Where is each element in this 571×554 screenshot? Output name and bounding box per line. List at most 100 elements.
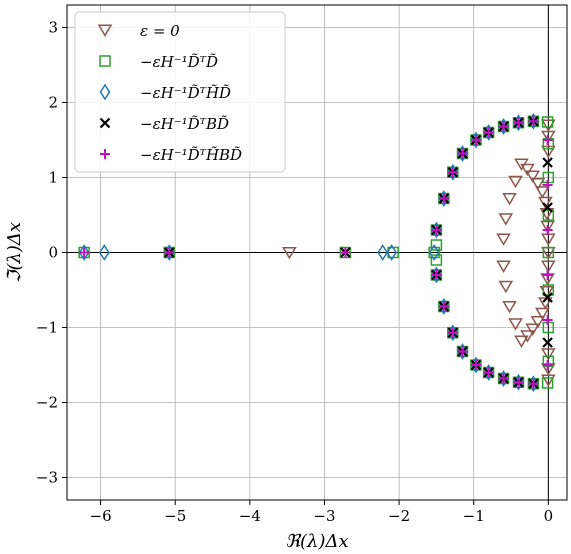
x-tick-label: −6 bbox=[90, 507, 112, 525]
data-point bbox=[542, 284, 555, 296]
data-point bbox=[542, 292, 553, 303]
data-point bbox=[447, 167, 458, 178]
y-tick-label: 1 bbox=[48, 169, 58, 187]
legend-box bbox=[74, 11, 286, 173]
data-point bbox=[530, 177, 546, 191]
data-point bbox=[541, 260, 556, 273]
data-point bbox=[542, 209, 555, 221]
y-axis-label: ℑ(λ)Δx bbox=[4, 222, 25, 283]
data-point bbox=[431, 270, 442, 280]
data-point bbox=[282, 246, 297, 260]
data-point bbox=[542, 337, 553, 348]
data-point bbox=[496, 233, 511, 246]
y-tick-label: −1 bbox=[36, 319, 58, 337]
data-point bbox=[447, 327, 458, 338]
data-point bbox=[542, 157, 553, 168]
data-point bbox=[508, 175, 523, 189]
data-point bbox=[538, 297, 553, 310]
data-point bbox=[438, 301, 449, 312]
data-point bbox=[498, 213, 514, 226]
legend-marker bbox=[99, 55, 111, 67]
x-tick-label: −3 bbox=[313, 507, 335, 525]
legend-marker bbox=[99, 83, 111, 101]
series-4 bbox=[79, 116, 553, 389]
x-tick-label: −2 bbox=[388, 507, 410, 525]
data-point bbox=[541, 145, 556, 159]
data-point bbox=[483, 127, 494, 138]
data-point bbox=[164, 247, 175, 258]
data-point bbox=[514, 335, 529, 348]
y-tick-label: −3 bbox=[36, 469, 58, 487]
y-tick-label: 3 bbox=[48, 19, 58, 37]
data-point bbox=[502, 300, 517, 314]
data-point bbox=[541, 116, 554, 128]
data-point bbox=[457, 148, 468, 159]
data-point bbox=[542, 202, 553, 213]
data-point bbox=[428, 244, 440, 261]
legend-marker bbox=[99, 117, 111, 129]
data-point bbox=[498, 280, 514, 294]
legend-marker bbox=[97, 24, 113, 37]
data-point bbox=[542, 315, 553, 325]
legend: ε = 0 −εH⁻¹D̃ᵀD̃ −εH⁻¹D̃ᵀH̃D̃ −εH⁻¹D̃ᵀBD̃ −ε… bbox=[74, 11, 286, 173]
data-point bbox=[470, 135, 481, 145]
data-point bbox=[542, 225, 553, 235]
data-point bbox=[483, 367, 494, 378]
data-point bbox=[541, 119, 556, 132]
data-point bbox=[386, 244, 398, 261]
data-point bbox=[502, 192, 517, 206]
legend-entry: −εH⁻¹D̃ᵀBD̃ bbox=[140, 115, 229, 133]
data-point bbox=[496, 260, 511, 273]
data-point bbox=[98, 244, 110, 261]
legend-marker bbox=[100, 149, 110, 159]
x-axis-label: ℜ(λ)Δx bbox=[285, 531, 348, 552]
legend-entry: −εH⁻¹D̃ᵀD̃ bbox=[140, 53, 218, 71]
data-point bbox=[538, 196, 553, 210]
data-point bbox=[431, 225, 442, 235]
data-point bbox=[525, 170, 540, 183]
data-point bbox=[542, 270, 553, 280]
data-point bbox=[457, 346, 468, 357]
data-point bbox=[528, 116, 539, 127]
zero-lines bbox=[67, 5, 567, 500]
data-point bbox=[535, 307, 550, 321]
data-point bbox=[535, 186, 550, 199]
data-point bbox=[508, 318, 523, 331]
legend-entry: −εH⁻¹D̃ᵀH̃D̃ bbox=[140, 84, 231, 102]
data-point bbox=[498, 121, 509, 132]
legend-entry: ε = 0 bbox=[140, 22, 180, 40]
data-point bbox=[541, 374, 556, 387]
data-point bbox=[498, 373, 509, 384]
data-point bbox=[542, 180, 553, 190]
data-point bbox=[520, 330, 535, 343]
data-point bbox=[79, 247, 90, 258]
data-point bbox=[78, 244, 90, 261]
data-point bbox=[525, 323, 540, 336]
axis-ticks: −6 −5 −4 −3 −2 −1 0 −3 −2 −1 0 1 2 3 bbox=[36, 19, 553, 526]
data-point bbox=[438, 193, 449, 204]
data-point bbox=[513, 377, 524, 388]
y-tick-label: 0 bbox=[48, 244, 58, 262]
data-point bbox=[542, 246, 555, 259]
data-point bbox=[513, 117, 524, 128]
data-point bbox=[514, 158, 529, 171]
data-point bbox=[542, 360, 553, 370]
data-point bbox=[530, 315, 546, 329]
data-point bbox=[541, 348, 556, 361]
data-point bbox=[470, 360, 481, 370]
data-marks bbox=[78, 112, 556, 393]
x-tick-label: −4 bbox=[239, 507, 261, 525]
data-point bbox=[377, 244, 389, 261]
data-point bbox=[528, 378, 539, 389]
y-tick-label: −2 bbox=[36, 394, 58, 412]
x-tick-label: −5 bbox=[164, 507, 186, 525]
data-point bbox=[542, 135, 553, 145]
data-point bbox=[540, 220, 555, 234]
x-tick-label: 0 bbox=[544, 507, 554, 525]
x-tick-label: −1 bbox=[463, 507, 485, 525]
data-point bbox=[340, 247, 351, 258]
legend-entry: −εH⁻¹D̃ᵀH̃BD̃ bbox=[140, 146, 242, 164]
y-tick-label: 2 bbox=[48, 94, 58, 112]
data-point bbox=[541, 377, 554, 389]
